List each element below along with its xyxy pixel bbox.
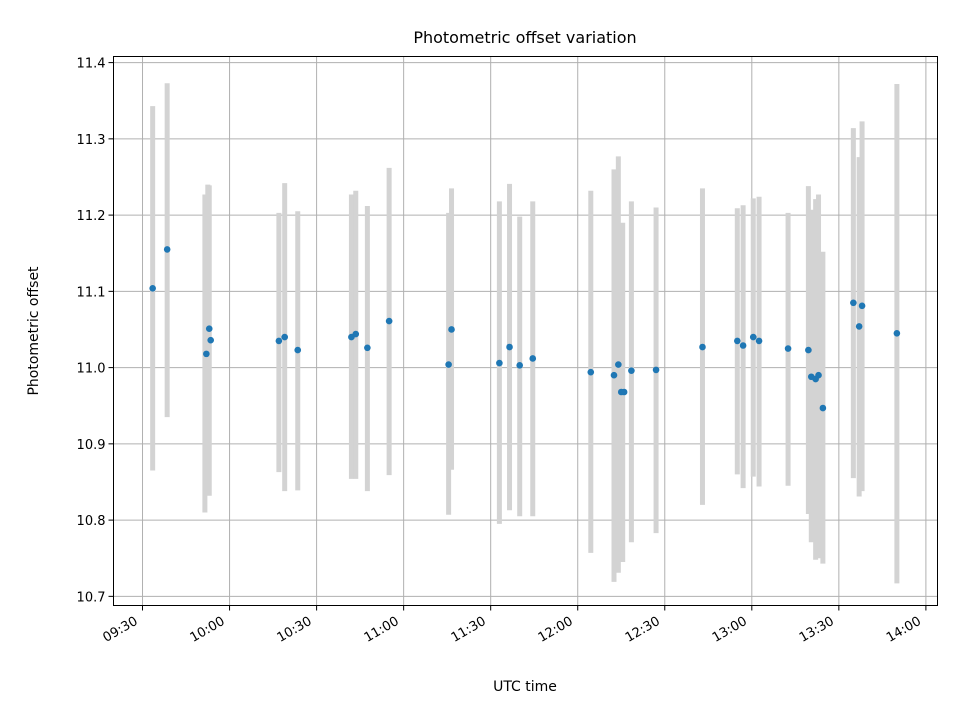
y-tick-label: 11.1: [77, 285, 106, 300]
data-point: [805, 346, 812, 354]
y-tick-label: 11.3: [77, 133, 106, 148]
y-tick-label: 10.7: [77, 590, 106, 605]
data-point: [652, 366, 660, 374]
data-points: [149, 246, 901, 412]
data-point: [385, 317, 393, 325]
y-axis-ticks: 10.7 10.8 10.9 11.0 11.1 11.2 11.3 11.4: [77, 57, 114, 605]
data-point: [587, 368, 595, 376]
data-point: [352, 330, 360, 338]
data-point: [294, 346, 302, 354]
grid: [113, 56, 938, 606]
data-point: [620, 388, 628, 396]
data-point: [699, 343, 706, 351]
data-point: [364, 344, 371, 352]
y-tick-label: 10.9: [77, 438, 106, 453]
y-axis-label: Photometric offset: [26, 266, 42, 396]
data-point: [734, 337, 741, 345]
data-point: [610, 371, 618, 379]
data-point: [739, 342, 747, 349]
data-point: [448, 326, 455, 333]
data-point: [149, 285, 156, 292]
data-point: [506, 343, 513, 351]
chart-title: Photometric offset variation: [413, 28, 636, 47]
data-point: [205, 325, 213, 333]
data-point: [893, 329, 901, 337]
y-tick-label: 11.2: [77, 209, 106, 224]
data-point: [855, 323, 863, 330]
x-axis-label: UTC time: [493, 679, 557, 695]
data-point: [628, 367, 635, 374]
data-point: [445, 361, 452, 368]
data-point: [819, 404, 827, 412]
data-point: [529, 355, 537, 362]
y-tick-label: 11.0: [77, 362, 106, 377]
data-point: [615, 361, 622, 368]
data-point: [815, 371, 822, 379]
data-point: [749, 333, 757, 341]
data-point: [207, 336, 214, 344]
data-point: [163, 246, 171, 253]
data-point: [496, 359, 503, 367]
data-point: [755, 337, 763, 345]
y-tick-label: 10.8: [77, 514, 106, 529]
data-point: [516, 362, 523, 369]
data-point: [850, 299, 857, 307]
data-point: [281, 333, 288, 341]
data-point: [858, 302, 866, 310]
data-point: [203, 350, 210, 358]
y-tick-label: 11.4: [77, 57, 106, 72]
plot-frame: [113, 56, 938, 606]
data-point: [784, 345, 792, 352]
data-point: [275, 337, 283, 345]
